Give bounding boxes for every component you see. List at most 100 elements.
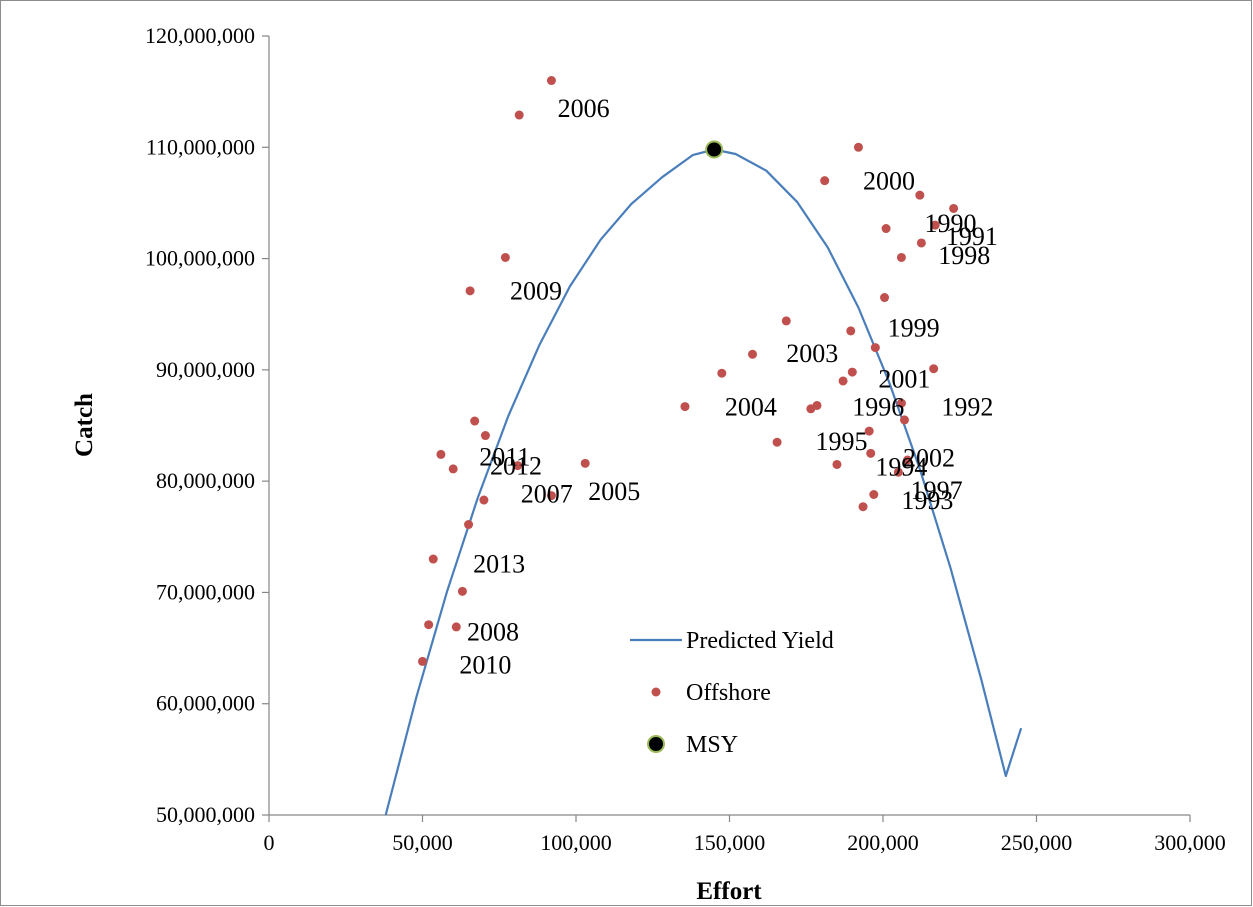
offshore-point xyxy=(858,502,868,512)
y-tick-label: 120,000,000 xyxy=(145,23,255,48)
offshore-point xyxy=(880,293,890,303)
offshore-point xyxy=(781,316,791,326)
x-tick-label: 200,000 xyxy=(847,830,919,855)
point-year-label: 2009 xyxy=(510,277,562,306)
y-axis-title: Catch xyxy=(71,393,98,457)
offshore-point xyxy=(424,620,434,630)
offshore-point xyxy=(448,464,458,474)
offshore-point xyxy=(418,656,427,666)
offshore-point xyxy=(546,491,556,501)
point-year-label: 1994 xyxy=(875,453,927,482)
offshore-points xyxy=(418,76,959,666)
offshore-point xyxy=(881,224,891,234)
offshore-point xyxy=(847,367,857,377)
offshore-point xyxy=(428,554,438,564)
point-year-label: 1997 xyxy=(911,476,963,505)
y-tick-label: 50,000,000 xyxy=(156,802,255,827)
x-axis-title: Effort xyxy=(696,878,762,905)
point-year-label: 2001 xyxy=(878,365,930,394)
point-year-label: 2011 xyxy=(479,443,530,472)
offshore-point xyxy=(806,404,816,414)
y-tick-label: 60,000,000 xyxy=(156,691,255,716)
offshore-point xyxy=(929,364,939,374)
offshore-point xyxy=(772,437,782,447)
offshore-point xyxy=(893,467,903,477)
offshore-point xyxy=(464,520,474,530)
offshore-point xyxy=(896,398,906,408)
point-year-label: 1999 xyxy=(888,313,940,342)
point-year-label: 1995 xyxy=(815,427,867,456)
point-year-label: 1993 xyxy=(901,486,953,515)
x-tick-label: 100,000 xyxy=(540,830,612,855)
point-year-label: 2010 xyxy=(459,651,511,680)
legend: Predicted Yield Offshore MSY xyxy=(630,628,834,758)
legend-label-msy: MSY xyxy=(686,732,738,758)
point-year-label: 2007 xyxy=(521,479,573,508)
offshore-point xyxy=(916,238,926,248)
legend-msy-swatch xyxy=(647,735,665,753)
y-tick-label: 100,000,000 xyxy=(145,246,255,271)
point-year-label: 2005 xyxy=(588,477,640,506)
legend-point-swatch xyxy=(651,687,661,697)
offshore-point xyxy=(838,376,848,386)
offshore-point xyxy=(513,461,523,471)
offshore-point xyxy=(870,343,880,353)
offshore-point xyxy=(896,252,906,262)
offshore-point xyxy=(717,368,727,378)
point-year-label: 1992 xyxy=(941,392,993,421)
offshore-point xyxy=(480,431,490,441)
point-year-label: 2006 xyxy=(558,94,610,123)
msy-point xyxy=(705,140,724,159)
offshore-point xyxy=(479,495,489,505)
offshore-point xyxy=(869,489,879,499)
offshore-point xyxy=(580,458,590,468)
point-year-label: 2004 xyxy=(725,392,777,421)
y-tick-label: 90,000,000 xyxy=(156,357,255,382)
offshore-point xyxy=(853,142,863,152)
offshore-point xyxy=(864,426,874,436)
offshore-point xyxy=(457,586,467,596)
x-tick-label: 50,000 xyxy=(392,830,453,855)
axes: 50,000,000 60,000,000 70,000,000 80,000,000… xyxy=(145,23,1226,855)
offshore-point xyxy=(680,402,690,412)
point-year-label: 1998 xyxy=(938,241,990,270)
x-tick-label: 250,000 xyxy=(1001,830,1073,855)
legend-label-offshore: Offshore xyxy=(686,680,771,706)
msy-marker xyxy=(705,140,724,159)
offshore-point xyxy=(748,349,758,359)
point-year-label: 1991 xyxy=(946,222,998,251)
x-tick-label: 300,000 xyxy=(1154,830,1226,855)
point-year-label: 2008 xyxy=(467,617,519,646)
offshore-point xyxy=(846,326,856,336)
point-year-label: 2012 xyxy=(490,451,542,480)
offshore-point xyxy=(866,448,876,458)
offshore-point xyxy=(465,286,475,296)
offshore-point xyxy=(915,190,925,200)
y-tick-label: 70,000,000 xyxy=(156,579,255,604)
offshore-point xyxy=(949,203,959,213)
point-year-label: 1996 xyxy=(852,392,904,421)
offshore-point xyxy=(500,252,510,262)
y-tick-label: 110,000,000 xyxy=(146,134,255,159)
offshore-point xyxy=(930,220,940,230)
offshore-point xyxy=(470,416,480,426)
point-year-label: 2000 xyxy=(863,167,915,196)
offshore-point xyxy=(451,622,461,632)
point-year-label: 2013 xyxy=(473,549,525,578)
legend-label-predicted-yield: Predicted Yield xyxy=(686,628,834,654)
offshore-point xyxy=(820,176,830,186)
offshore-point xyxy=(514,110,524,120)
y-tick-label: 80,000,000 xyxy=(156,468,255,493)
x-tick-label: 0 xyxy=(264,830,275,855)
x-tick-label: 150,000 xyxy=(694,830,766,855)
point-year-label: 1990 xyxy=(924,209,976,238)
point-year-label: 2002 xyxy=(903,444,955,473)
point-year-label: 2003 xyxy=(786,339,838,368)
offshore-point xyxy=(832,459,842,469)
offshore-point xyxy=(903,455,913,465)
offshore-point xyxy=(436,449,446,459)
offshore-point xyxy=(899,415,909,425)
